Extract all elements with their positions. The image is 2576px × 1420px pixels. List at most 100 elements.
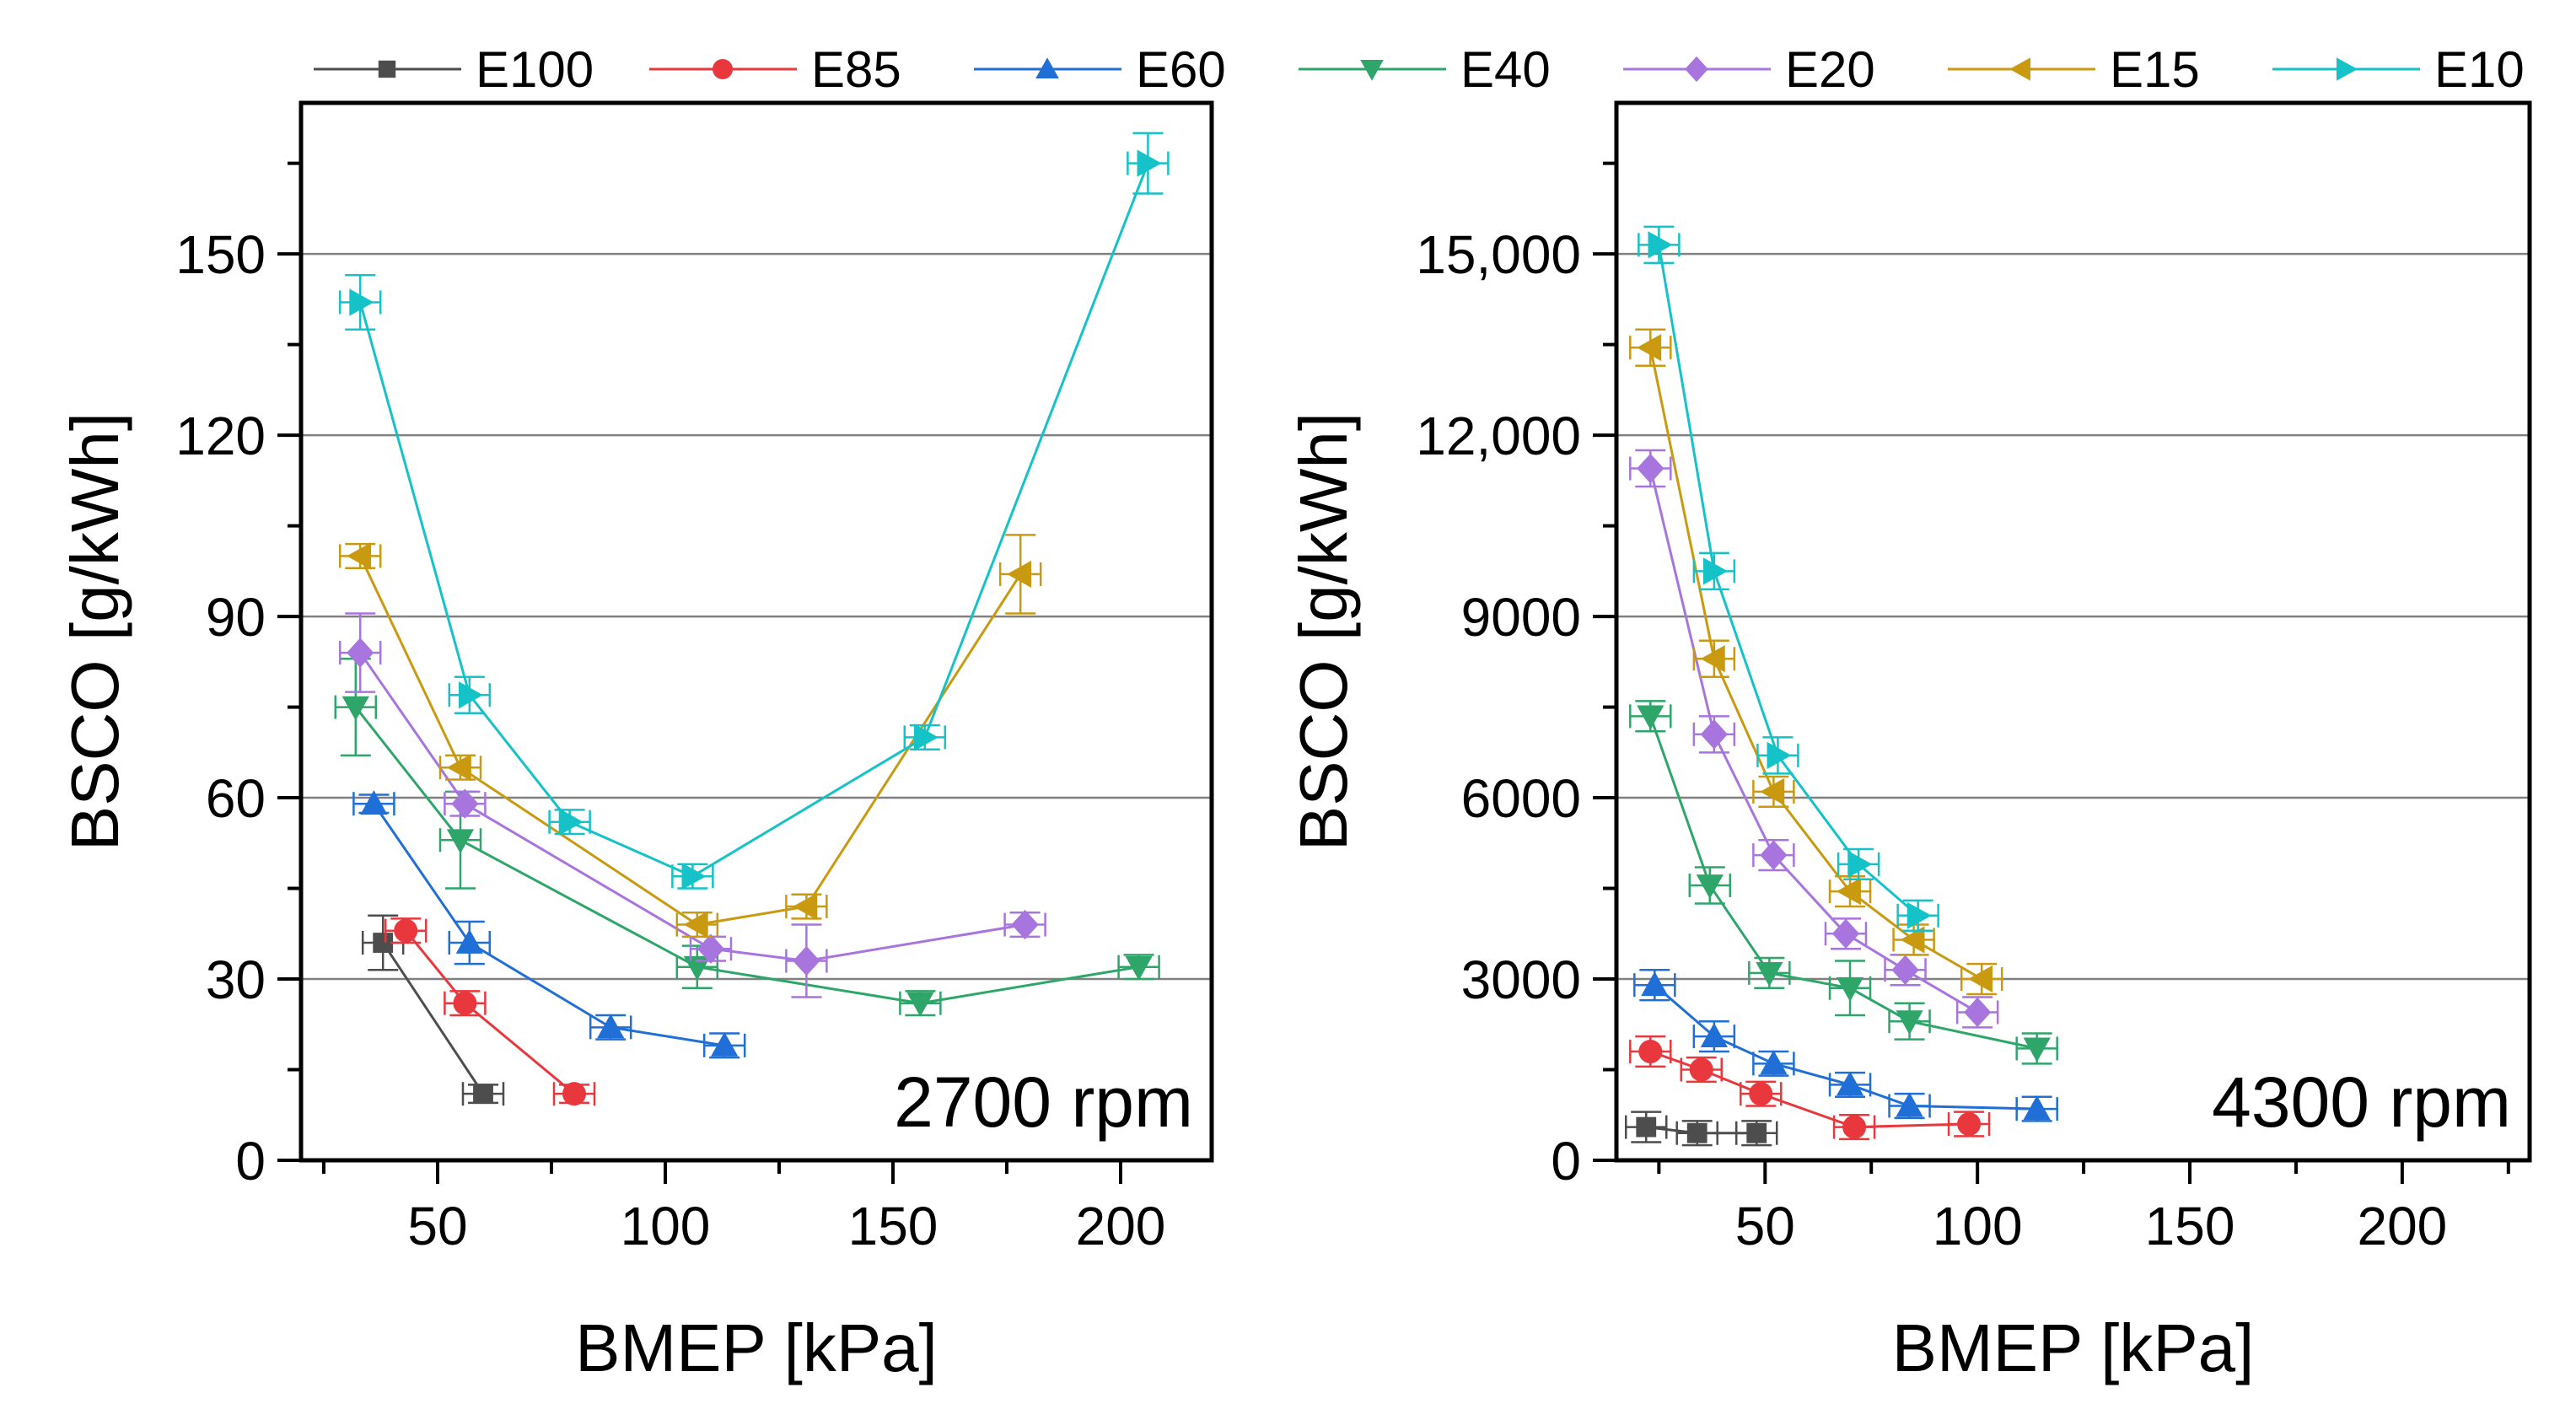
data-point-e10 — [458, 681, 483, 709]
data-point-e20 — [1964, 997, 1992, 1028]
data-point-e20 — [1760, 840, 1788, 870]
series-e15 — [338, 534, 1042, 939]
series-e60 — [1633, 969, 2058, 1122]
data-point-e85 — [1689, 1057, 1713, 1082]
plot-frame — [298, 100, 1214, 1163]
data-point-e20 — [347, 637, 374, 668]
legend: E100 E85 E60 E40 E20 E15 E10 — [314, 41, 2525, 98]
x-tick-label: 100 — [621, 1196, 711, 1256]
series-line-e15 — [1648, 347, 1982, 981]
legend-item-e15: E15 — [1948, 41, 2200, 98]
y-tick-label: 3000 — [1461, 949, 1581, 1010]
data-point-e15 — [1760, 777, 1785, 805]
legend-marker-e100 — [378, 60, 396, 78]
data-point-e85 — [1957, 1112, 1982, 1137]
series-e20 — [338, 612, 1046, 998]
series-e85 — [384, 917, 596, 1106]
data-point-e10 — [1767, 741, 1792, 769]
data-point-e60 — [1700, 1023, 1728, 1047]
y-axis-title: BSCO [g/kWh] — [1286, 412, 1361, 851]
data-point-e20 — [793, 945, 820, 976]
data-point-e10 — [1648, 231, 1673, 259]
series-e10 — [338, 132, 1170, 890]
data-point-e100 — [1636, 1116, 1657, 1138]
data-point-e15 — [1637, 334, 1662, 362]
y-tick-label: 15,000 — [1416, 224, 1581, 285]
data-point-e15 — [347, 542, 372, 570]
legend-marker-e20 — [1685, 56, 1708, 83]
legend-label-e85: E85 — [811, 41, 901, 98]
y-tick-label: 120 — [175, 406, 266, 466]
series-line-e60 — [373, 803, 725, 1047]
data-point-e15 — [1007, 560, 1032, 589]
data-point-e40 — [446, 829, 475, 854]
series-e60 — [352, 790, 746, 1059]
series-e100 — [1625, 1111, 1778, 1147]
data-point-e85 — [453, 991, 477, 1015]
legend-label-e60: E60 — [1136, 41, 1226, 98]
x-axis-title: BMEP [kPa] — [1892, 1310, 2255, 1385]
x-tick-label: 150 — [848, 1196, 938, 1256]
x-tick-label: 200 — [1076, 1196, 1166, 1256]
panel-4300-rpm: 50 100 150 200 0 3000 6000 9000 12,000 15,000 BMEP… — [1286, 100, 2532, 1385]
legend-label-e10: E10 — [2434, 41, 2525, 98]
data-point-e40 — [1756, 961, 1783, 987]
rpm-annotation: 4300 rpm — [2212, 1062, 2511, 1142]
series-e15 — [1629, 328, 2003, 996]
y-tick-label: 0 — [235, 1131, 266, 1191]
data-point-e20 — [451, 788, 479, 819]
legend-item-e40: E40 — [1299, 41, 1551, 98]
legend-item-e85: E85 — [649, 41, 901, 98]
x-tick-label: 150 — [2145, 1196, 2235, 1256]
legend-marker-e60 — [1035, 57, 1059, 79]
legend-label-e100: E100 — [476, 41, 594, 98]
data-point-e10 — [558, 808, 583, 836]
data-point-e15 — [1968, 965, 1993, 993]
data-point-e60 — [455, 928, 483, 954]
legend-item-e60: E60 — [974, 41, 1226, 98]
data-point-e10 — [1847, 850, 1873, 878]
legend-item-e100: E100 — [314, 41, 594, 98]
y-tick-label: 30 — [206, 949, 266, 1010]
data-point-e60 — [597, 1014, 625, 1039]
data-point-e40 — [1836, 976, 1864, 1002]
legend-item-e20: E20 — [1623, 41, 1875, 98]
plot-frame — [1614, 100, 2532, 1163]
data-point-e20 — [1637, 453, 1664, 484]
y-tick-label: 9000 — [1461, 587, 1581, 648]
data-point-e100 — [473, 1084, 493, 1105]
series-e85 — [1629, 1035, 1991, 1141]
data-point-e20 — [696, 933, 725, 964]
series-e40 — [334, 657, 1160, 1017]
rpm-annotation: 2700 rpm — [894, 1062, 1193, 1142]
y-tick-label: 0 — [1551, 1131, 1581, 1191]
data-point-e10 — [1137, 149, 1162, 177]
data-point-e40 — [683, 955, 711, 981]
x-axis-title: BMEP [kPa] — [575, 1310, 938, 1385]
data-point-e40 — [1125, 955, 1153, 981]
data-point-e100 — [1746, 1122, 1767, 1143]
data-point-e10 — [913, 723, 938, 751]
data-point-e85 — [1638, 1040, 1663, 1064]
data-point-e85 — [394, 918, 418, 943]
data-point-e15 — [683, 911, 708, 939]
data-point-e85 — [562, 1082, 586, 1106]
data-point-e10 — [349, 288, 374, 316]
series-line-e10 — [358, 163, 1149, 878]
legend-marker-e40 — [1360, 59, 1384, 81]
data-point-e10 — [681, 863, 707, 890]
data-point-e40 — [1637, 705, 1664, 730]
data-point-e15 — [1700, 645, 1725, 673]
data-point-e40 — [906, 992, 934, 1017]
data-point-e60 — [1760, 1050, 1788, 1075]
legend-marker-e15 — [2009, 57, 2031, 81]
data-point-e15 — [793, 892, 818, 921]
y-tick-label: 90 — [206, 587, 266, 648]
x-tick-label: 50 — [1735, 1196, 1795, 1256]
y-axis-title: BSCO [g/kWh] — [57, 412, 132, 851]
data-point-e40 — [1896, 1010, 1923, 1035]
data-point-e60 — [1896, 1092, 1923, 1117]
series-e10 — [1638, 225, 1939, 932]
data-point-e60 — [1641, 971, 1669, 997]
